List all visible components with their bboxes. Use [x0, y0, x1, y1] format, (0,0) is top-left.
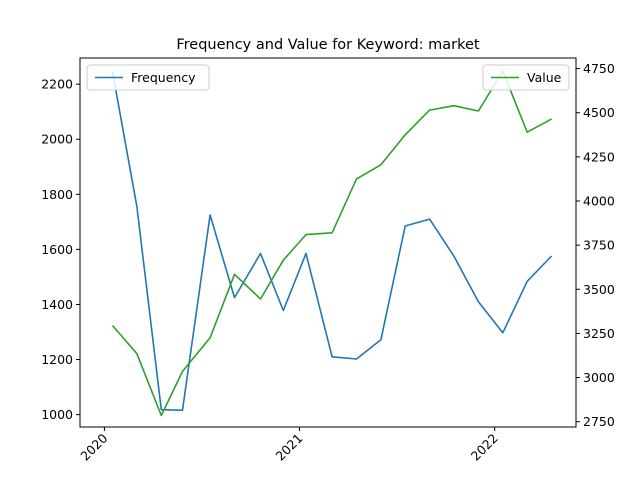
right-tick-label: 3500: [583, 282, 615, 297]
legend-box-frequency: [86, 64, 210, 91]
right-tick-label: 3000: [583, 370, 615, 385]
left-tick-label: 1800: [41, 187, 73, 202]
chart-title: Frequency and Value for Keyword: market: [176, 37, 480, 53]
right-tick-label: 4250: [583, 149, 615, 164]
legend-label-value: Value: [527, 70, 562, 85]
right-tick-label: 3750: [583, 238, 615, 253]
x-axis: 2020 2021 2022: [77, 427, 501, 464]
left-tick-label: 2000: [41, 132, 73, 147]
right-tick-label: 4750: [583, 61, 615, 76]
legend-label-frequency: Frequency: [131, 70, 196, 85]
plot-lines: [111, 70, 553, 417]
series-line-frequency: [111, 71, 553, 412]
x-tick-label: 2021: [273, 431, 306, 464]
left-tick-label: 2200: [41, 77, 73, 92]
series-line-value: [111, 70, 552, 417]
left-y-axis: 1000 1200 1400 1600 1800 2000 2200: [41, 77, 80, 422]
left-tick-label: 1400: [41, 297, 73, 312]
x-tick-label: 2022: [468, 431, 501, 464]
right-tick-label: 2750: [583, 414, 615, 429]
left-tick-label: 1000: [41, 407, 73, 422]
right-tick-label: 3250: [583, 326, 615, 341]
right-tick-label: 4500: [583, 105, 615, 120]
right-tick-label: 4000: [583, 194, 615, 209]
right-y-axis: 2750 3000 3250 3500 3750 4000 4250 4500 4750: [576, 61, 615, 429]
legends: Frequency Value: [86, 64, 570, 91]
left-tick-label: 1200: [41, 352, 73, 367]
left-tick-label: 1600: [41, 242, 73, 257]
x-tick-label: 2020: [77, 430, 110, 463]
legend-box-value: [482, 64, 570, 91]
plot-frame: [79, 57, 577, 428]
